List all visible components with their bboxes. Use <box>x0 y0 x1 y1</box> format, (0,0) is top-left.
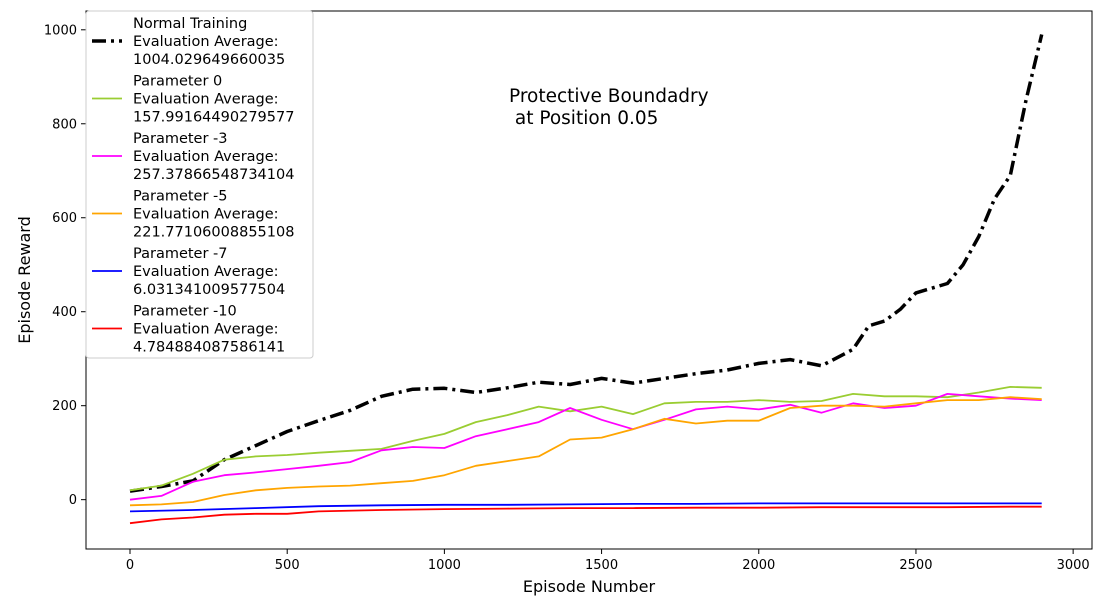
x-tick-label: 2000 <box>742 558 775 573</box>
series-layer <box>129 34 1044 525</box>
x-axis-label: Episode Number <box>523 577 656 596</box>
legend-entry-text: Parameter -7 <box>133 246 228 262</box>
x-axis: 0 500 1000 1500 2000 2500 3000 <box>126 549 1090 573</box>
legend-entry-text: 1004.029649660035 <box>133 52 285 68</box>
legend-entry-text: Evaluation Average: <box>133 264 279 280</box>
y-tick-label: 800 <box>52 117 77 132</box>
series-line-parameter-7 <box>129 502 1042 513</box>
legend-entry-text: Evaluation Average: <box>133 92 279 108</box>
series-line-parameter-0 <box>129 385 1042 492</box>
y-tick-label: 600 <box>52 211 77 226</box>
series-line-normal-training <box>129 34 1044 493</box>
x-tick-label: 3000 <box>1057 558 1090 573</box>
series-line-parameter-10 <box>129 505 1042 525</box>
series-line-parameter-3 <box>129 392 1042 501</box>
legend-entry-text: 4.784884087586141 <box>133 340 285 356</box>
x-tick-label: 2500 <box>899 558 932 573</box>
x-tick-label: 500 <box>275 558 300 573</box>
x-tick-label: 1000 <box>428 558 461 573</box>
legend-entry-text: Parameter -10 <box>133 304 237 320</box>
y-tick-label: 1000 <box>44 23 77 38</box>
legend-entry-text: 6.031341009577504 <box>133 282 285 298</box>
legend-entry-text: Evaluation Average: <box>133 149 279 165</box>
y-axis-label: Episode Reward <box>15 216 34 344</box>
y-tick-label: 0 <box>69 493 77 508</box>
legend-entry-text: Normal Training <box>133 16 247 32</box>
legend-entry-text: Evaluation Average: <box>133 34 279 50</box>
annotation-line-1: Protective Boundadry <box>509 86 709 107</box>
legend: Normal Training Evaluation Average: 1004… <box>85 10 314 359</box>
x-tick-label: 1500 <box>585 558 618 573</box>
y-tick-label: 400 <box>52 305 77 320</box>
series-line-parameter-5 <box>129 396 1042 507</box>
legend-entry-text: Parameter -5 <box>133 189 228 205</box>
legend-frame <box>85 10 314 359</box>
legend-entry-text: Parameter 0 <box>133 74 222 90</box>
y-axis: 0 200 400 600 800 1000 <box>44 23 86 508</box>
legend-entry-text: 221.77106008855108 <box>133 225 294 241</box>
annotation-line-2: at Position 0.05 <box>509 108 658 129</box>
legend-entry-text: 157.99164490279577 <box>133 110 294 126</box>
x-tick-label: 0 <box>126 558 134 573</box>
legend-entry-text: Evaluation Average: <box>133 207 279 223</box>
legend-entry-text: Parameter -3 <box>133 131 228 147</box>
y-tick-label: 200 <box>52 399 77 414</box>
legend-entry-text: Evaluation Average: <box>133 322 279 338</box>
legend-entry-text: 257.37866548734104 <box>133 167 294 183</box>
